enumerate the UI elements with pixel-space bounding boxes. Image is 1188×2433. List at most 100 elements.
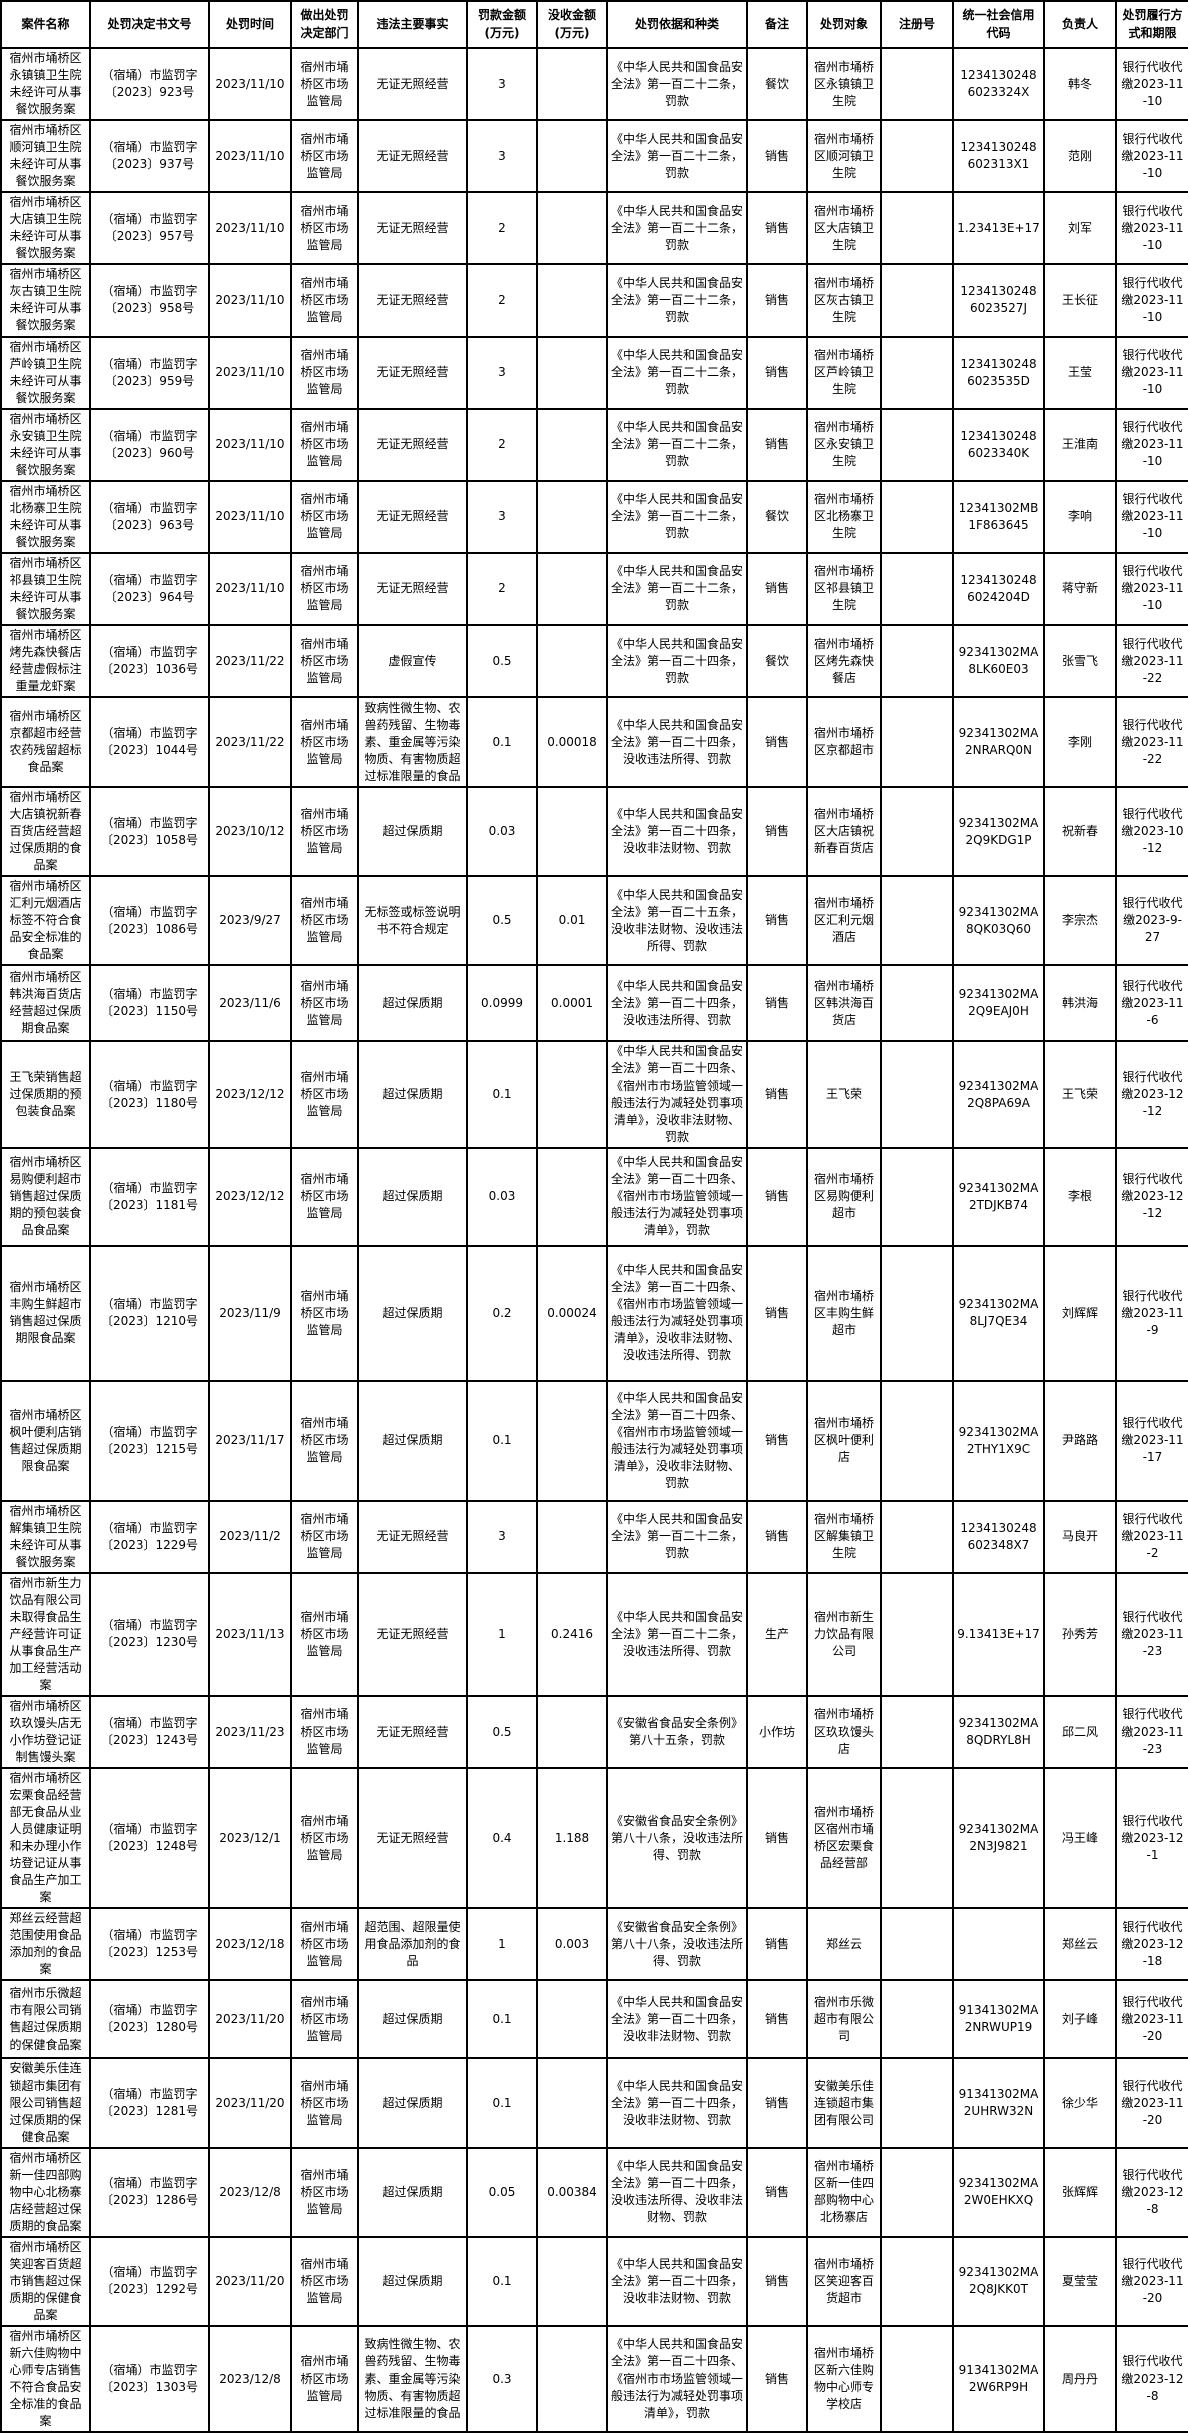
col-header-registration-number: 注册号 bbox=[880, 0, 954, 49]
table-cell bbox=[880, 1244, 954, 1382]
col-header-penalty-target: 处罚对象 bbox=[806, 0, 882, 49]
table-row: 宿州市埇桥区丰购生鲜超市销售超过保质期限食品案 （宿埇）市监罚字〔2023〕121… bbox=[0, 1244, 1188, 1382]
table-cell: 宿州市埇桥区市场监管局 bbox=[290, 263, 359, 338]
table-cell: 销售 bbox=[746, 2324, 808, 2433]
table-cell: 徐少华 bbox=[1043, 2057, 1117, 2149]
table-cell: 刘辉辉 bbox=[1043, 1244, 1117, 1382]
table-cell: 《中华人民共和国食品安全法》第一百二十四条，没收非法财物、罚款 bbox=[606, 1979, 748, 2060]
table-row: 宿州市埇桥区芦岭镇卫生院未经许可从事餐饮服务案 （宿埇）市监罚字〔2023〕959… bbox=[0, 335, 1188, 410]
table-cell: 超过保质期 bbox=[357, 2146, 468, 2238]
table-cell: 周丹丹 bbox=[1043, 2324, 1117, 2433]
table-cell: 无证无照经营 bbox=[357, 46, 468, 122]
table-cell: 2023/10/12 bbox=[208, 786, 292, 878]
table-cell: 2023/11/10 bbox=[208, 335, 292, 410]
table-cell: 李宗杰 bbox=[1043, 875, 1117, 967]
table-cell: 0.003 bbox=[536, 1907, 608, 1982]
table-cell bbox=[536, 335, 608, 410]
table-cell: （宿埇）市监罚字〔2023〕1036号 bbox=[89, 623, 210, 699]
table-cell: 0.00018 bbox=[536, 696, 608, 789]
col-header-penalty-basis: 处罚依据和种类 bbox=[606, 0, 748, 49]
table-cell: （宿埇）市监罚字〔2023〕923号 bbox=[89, 46, 210, 122]
table-cell: （宿埇）市监罚字〔2023〕1180号 bbox=[89, 1040, 210, 1149]
table-cell: （宿埇）市监罚字〔2023〕1086号 bbox=[89, 875, 210, 967]
table-cell: 0.0001 bbox=[536, 964, 608, 1043]
table-cell: 银行代收代缴2023-11-10 bbox=[1115, 191, 1188, 266]
table-cell bbox=[880, 875, 954, 967]
table-cell: 银行代收代缴2023-11-10 bbox=[1115, 335, 1188, 410]
table-cell: 银行代收代缴2023-12-12 bbox=[1115, 1040, 1188, 1149]
table-cell: 销售 bbox=[746, 2057, 808, 2149]
table-cell bbox=[880, 191, 954, 266]
table-cell: 无证无照经营 bbox=[357, 263, 468, 338]
table-cell bbox=[536, 551, 608, 627]
table-cell: 《中华人民共和国食品安全法》第一百二十四条、《宿州市市场监管领域一般违法行为减轻… bbox=[606, 1379, 748, 1502]
table-cell: 销售 bbox=[746, 2146, 808, 2238]
table-cell: 0.4 bbox=[466, 1767, 538, 1910]
col-header-remarks: 备注 bbox=[746, 0, 808, 49]
table-cell: 2023/12/12 bbox=[208, 1040, 292, 1149]
table-cell: 宿州市埇桥区市场监管局 bbox=[290, 1040, 359, 1149]
table-cell: 虚假宣传 bbox=[357, 623, 468, 699]
table-cell: 无证无照经营 bbox=[357, 191, 468, 266]
table-cell: 1234130248602313X1 bbox=[952, 119, 1045, 194]
table-cell: 宿州市埇桥区市场监管局 bbox=[290, 2324, 359, 2433]
table-cell bbox=[536, 1499, 608, 1574]
table-cell: 银行代收代缴2023-11-10 bbox=[1115, 551, 1188, 627]
table-row: 宿州市埇桥区韩洪海百货店经营超过保质期食品案 （宿埇）市监罚字〔2023〕1150… bbox=[0, 964, 1188, 1043]
table-cell: 宿州市埇桥区京都超市 bbox=[806, 696, 882, 789]
col-header-decision-number: 处罚决定书文号 bbox=[89, 0, 210, 49]
table-cell: 宿州市埇桥区韩洪海百货店经营超过保质期食品案 bbox=[0, 964, 91, 1043]
table-cell: 1 bbox=[466, 1907, 538, 1982]
table-cell: 0.5 bbox=[466, 875, 538, 967]
table-cell: 无证无照经营 bbox=[357, 335, 468, 410]
table-cell: 王淮南 bbox=[1043, 407, 1117, 482]
table-cell: 宿州市埇桥区市场监管局 bbox=[290, 551, 359, 627]
table-cell: 12341302486023324X bbox=[952, 46, 1045, 122]
table-cell: 刘军 bbox=[1043, 191, 1117, 266]
table-cell: 2023/9/27 bbox=[208, 875, 292, 967]
table-cell: 超过保质期 bbox=[357, 964, 468, 1043]
table-cell: 银行代收代缴2023-11-10 bbox=[1115, 407, 1188, 482]
table-cell: （宿埇）市监罚字〔2023〕964号 bbox=[89, 551, 210, 627]
table-cell bbox=[880, 1767, 954, 1910]
table-cell: 宿州市埇桥区市场监管局 bbox=[290, 786, 359, 878]
table-cell: 销售 bbox=[746, 696, 808, 789]
table-cell: 张辉辉 bbox=[1043, 2146, 1117, 2238]
table-cell: 92341302MA8LJ7QE34 bbox=[952, 1244, 1045, 1382]
table-cell: 《中华人民共和国食品安全法》第一百二十四条，没收非法财物、罚款 bbox=[606, 2235, 748, 2327]
table-cell: 0.1 bbox=[466, 2235, 538, 2327]
table-cell: 销售 bbox=[746, 119, 808, 194]
table-cell: （宿埇）市监罚字〔2023〕1303号 bbox=[89, 2324, 210, 2433]
table-cell: 宿州市埇桥区京都超市经营农药残留超标食品案 bbox=[0, 696, 91, 789]
table-cell bbox=[880, 1040, 954, 1149]
table-cell: 2023/11/22 bbox=[208, 623, 292, 699]
table-cell: 宿州市埇桥区市场监管局 bbox=[290, 2235, 359, 2327]
table-cell: 销售 bbox=[746, 1907, 808, 1982]
table-cell: 银行代收代缴2023-11-20 bbox=[1115, 2235, 1188, 2327]
table-cell: 超范围、超限量使用食品添加剂的食品 bbox=[357, 1907, 468, 1982]
table-cell: 销售 bbox=[746, 786, 808, 878]
col-header-fulfillment-method: 处罚履行方式和期限 bbox=[1115, 0, 1188, 49]
table-cell: 2023/11/20 bbox=[208, 2057, 292, 2149]
table-cell: 0.0999 bbox=[466, 964, 538, 1043]
table-cell: 《安徽省食品安全条例》第八十八条，没收违法所得、罚款 bbox=[606, 1907, 748, 1982]
table-cell: 无标签或标签说明书不符合规定 bbox=[357, 875, 468, 967]
col-header-penalty-date: 处罚时间 bbox=[208, 0, 292, 49]
table-cell: 无证无照经营 bbox=[357, 119, 468, 194]
table-cell: 2023/11/10 bbox=[208, 263, 292, 338]
table-cell: 《中华人民共和国食品安全法》第一百二十二条，罚款 bbox=[606, 479, 748, 554]
header-row: 案件名称 处罚决定书文号 处罚时间 做出处罚决定部门 违法主要事实 罚款金额(万… bbox=[0, 0, 1188, 49]
table-cell: 餐饮 bbox=[746, 479, 808, 554]
table-cell: 王飞荣销售超过保质期的预包装食品案 bbox=[0, 1040, 91, 1149]
table-cell: 银行代收代缴2023-11-22 bbox=[1115, 623, 1188, 699]
table-cell bbox=[880, 263, 954, 338]
table-cell: 1.23413E+17 bbox=[952, 191, 1045, 266]
table-cell: 银行代收代缴2023-12-18 bbox=[1115, 1907, 1188, 1982]
table-cell bbox=[880, 2146, 954, 2238]
table-cell: 《中华人民共和国食品安全法》第一百二十二条，罚款 bbox=[606, 191, 748, 266]
table-cell: （宿埇）市监罚字〔2023〕1150号 bbox=[89, 964, 210, 1043]
table-cell: 销售 bbox=[746, 263, 808, 338]
table-cell: 宿州市埇桥区大店镇祝新春百货店 bbox=[806, 786, 882, 878]
table-cell: 3 bbox=[466, 479, 538, 554]
table-cell: 银行代收代缴2023-11-10 bbox=[1115, 46, 1188, 122]
